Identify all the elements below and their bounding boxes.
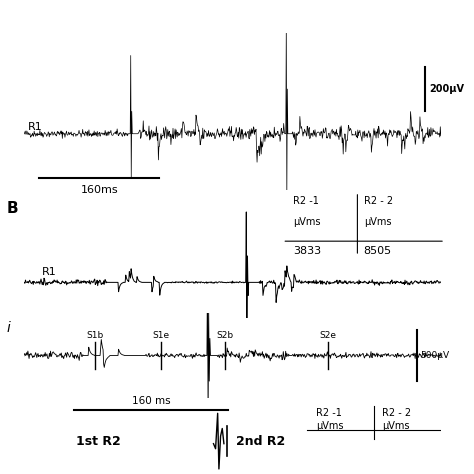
Text: 160 ms: 160 ms (132, 396, 170, 406)
Text: R2 - 2: R2 - 2 (364, 196, 393, 206)
Text: 3833: 3833 (293, 246, 321, 256)
Text: R2 -1: R2 -1 (316, 408, 342, 418)
Text: R1: R1 (28, 122, 43, 132)
Text: 1st R2: 1st R2 (76, 435, 121, 447)
Text: 200μV: 200μV (429, 84, 465, 94)
Text: R2 - 2: R2 - 2 (383, 408, 411, 418)
Text: S1e: S1e (152, 331, 169, 340)
Text: R2 -1: R2 -1 (293, 196, 319, 206)
Text: 500μV: 500μV (420, 351, 449, 360)
Text: S2e: S2e (319, 331, 336, 340)
Text: μVms: μVms (293, 217, 320, 227)
Text: i: i (7, 321, 11, 336)
Text: B: B (7, 201, 18, 216)
Text: 8505: 8505 (364, 246, 392, 256)
Text: 2nd R2: 2nd R2 (237, 435, 286, 447)
Text: μVms: μVms (316, 421, 343, 431)
Text: S1b: S1b (87, 331, 104, 340)
Text: μVms: μVms (383, 421, 410, 431)
Text: S2b: S2b (216, 331, 233, 340)
Text: R1: R1 (42, 267, 56, 277)
Text: μVms: μVms (364, 217, 391, 227)
Text: 160ms: 160ms (81, 185, 118, 195)
